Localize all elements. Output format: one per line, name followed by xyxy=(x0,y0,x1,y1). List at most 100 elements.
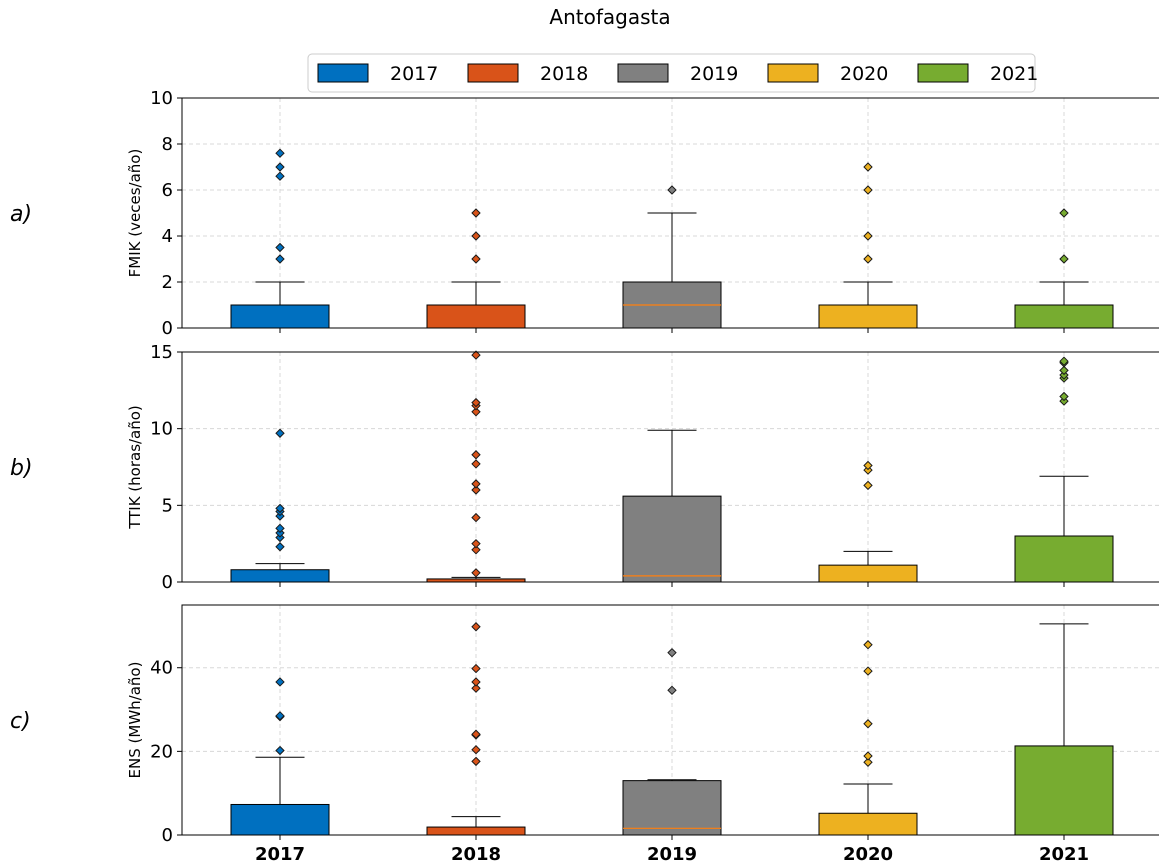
box-2017 xyxy=(230,428,330,583)
legend-label-2020: 2020 xyxy=(840,63,888,85)
outlier-point xyxy=(471,663,481,674)
legend: 2017 2018 2019 2020 2021 xyxy=(307,53,1038,93)
box-body xyxy=(818,564,918,583)
y-axis-label: ENS (MWh/año) xyxy=(126,662,144,779)
box-body xyxy=(622,780,722,836)
outlier-point xyxy=(863,162,873,172)
box-2019 xyxy=(622,647,722,836)
box-body xyxy=(1014,745,1114,836)
outlier-point xyxy=(275,542,285,552)
legend-swatch-2021 xyxy=(917,63,969,83)
box-2019 xyxy=(622,429,722,583)
outlier-point xyxy=(471,231,481,241)
panel-1: 0 2 4 6 8 10 FMIK (veces/año) a) xyxy=(10,88,1159,339)
outlier-point xyxy=(471,254,481,264)
box-body xyxy=(1014,304,1114,329)
outlier-point xyxy=(863,666,873,676)
outlier-point xyxy=(471,568,481,578)
x-tick-label: 2020 xyxy=(843,844,893,863)
outlier-point xyxy=(275,503,285,514)
panel-label: c) xyxy=(10,709,31,734)
outlier-point xyxy=(863,719,873,729)
x-tick-label: 2021 xyxy=(1039,844,1089,863)
y-tick-label: 10 xyxy=(150,419,173,440)
outlier-point xyxy=(1059,391,1069,402)
outlier-point xyxy=(863,751,873,761)
y-tick-label: 40 xyxy=(150,658,173,679)
panel-3: 0 20 40 2017 2018 2019 2020 2021 ENS (MWh/año) c) xyxy=(10,604,1159,863)
y-tick-label: 5 xyxy=(162,495,173,516)
outlier-point xyxy=(275,171,285,181)
y-tick-label: 0 xyxy=(162,572,173,593)
box-body xyxy=(426,304,526,329)
outlier-point xyxy=(275,254,285,264)
box-2019 xyxy=(622,185,722,329)
outlier-point xyxy=(471,350,481,360)
panel-2: 0 5 10 15 TTIK (horas/año) b) xyxy=(10,342,1159,593)
y-tick-label: 0 xyxy=(162,825,173,846)
panels: 0 2 4 6 8 10 FMIK (veces/año) a) 0 5 10 15 TTIK (hor… xyxy=(10,88,1159,863)
outlier-point xyxy=(275,162,285,172)
legend-swatch-2017 xyxy=(317,63,369,83)
y-tick-label: 4 xyxy=(162,226,173,247)
legend-swatch-2020 xyxy=(767,63,819,83)
outlier-point xyxy=(863,231,873,241)
outlier-point xyxy=(275,428,285,438)
y-tick-label: 20 xyxy=(150,741,173,762)
y-tick-label: 2 xyxy=(162,272,173,293)
outlier-point xyxy=(471,622,481,632)
box-2017 xyxy=(230,148,330,329)
outlier-point xyxy=(275,745,285,756)
outlier-point xyxy=(471,756,481,767)
box-2017 xyxy=(230,677,330,836)
outlier-point xyxy=(275,242,285,253)
panel-label: a) xyxy=(10,202,32,227)
outlier-point xyxy=(471,397,481,408)
y-tick-label: 0 xyxy=(162,318,173,339)
outlier-point xyxy=(471,512,481,523)
panel-label: b) xyxy=(10,456,33,481)
outlier-point xyxy=(471,677,481,687)
y-tick-label: 10 xyxy=(150,88,173,109)
y-tick-label: 6 xyxy=(162,180,173,201)
box-body xyxy=(426,826,526,836)
outlier-point xyxy=(471,538,481,549)
outlier-point xyxy=(863,460,873,471)
outlier-point xyxy=(471,485,481,495)
y-axis-label: FMIK (veces/año) xyxy=(126,149,144,278)
box-body xyxy=(230,304,330,329)
y-axis-label: TTIK (horas/año) xyxy=(126,405,144,530)
box-2021 xyxy=(1014,356,1114,583)
box-body xyxy=(230,569,330,583)
outlier-point xyxy=(471,459,481,469)
legend-swatch-2019 xyxy=(617,63,669,83)
chart-title: Antofagasta xyxy=(549,5,670,29)
legend-label-2021: 2021 xyxy=(990,63,1038,85)
box-2018 xyxy=(426,350,526,583)
outlier-point xyxy=(471,479,481,489)
outlier-point xyxy=(667,185,677,195)
outlier-point xyxy=(471,545,481,555)
outlier-point xyxy=(471,450,481,460)
box-2021 xyxy=(1014,623,1114,836)
box-2018 xyxy=(426,622,526,836)
legend-label-2019: 2019 xyxy=(690,63,738,85)
legend-label-2018: 2018 xyxy=(540,63,588,85)
x-tick-label: 2018 xyxy=(451,844,501,863)
x-tick-label: 2019 xyxy=(647,844,697,863)
legend-swatch-2018 xyxy=(467,63,519,83)
outlier-point xyxy=(471,208,481,218)
box-body xyxy=(818,304,918,329)
outlier-point xyxy=(1059,356,1069,366)
box-body xyxy=(1014,535,1114,583)
outlier-point xyxy=(275,711,285,721)
outlier-point xyxy=(667,685,677,696)
outlier-point xyxy=(471,407,481,417)
outlier-point xyxy=(275,148,285,158)
y-tick-label: 15 xyxy=(150,342,173,363)
box-2020 xyxy=(818,640,918,836)
outlier-point xyxy=(275,523,285,534)
legend-label-2017: 2017 xyxy=(390,63,438,85)
outlier-point xyxy=(1059,254,1069,264)
